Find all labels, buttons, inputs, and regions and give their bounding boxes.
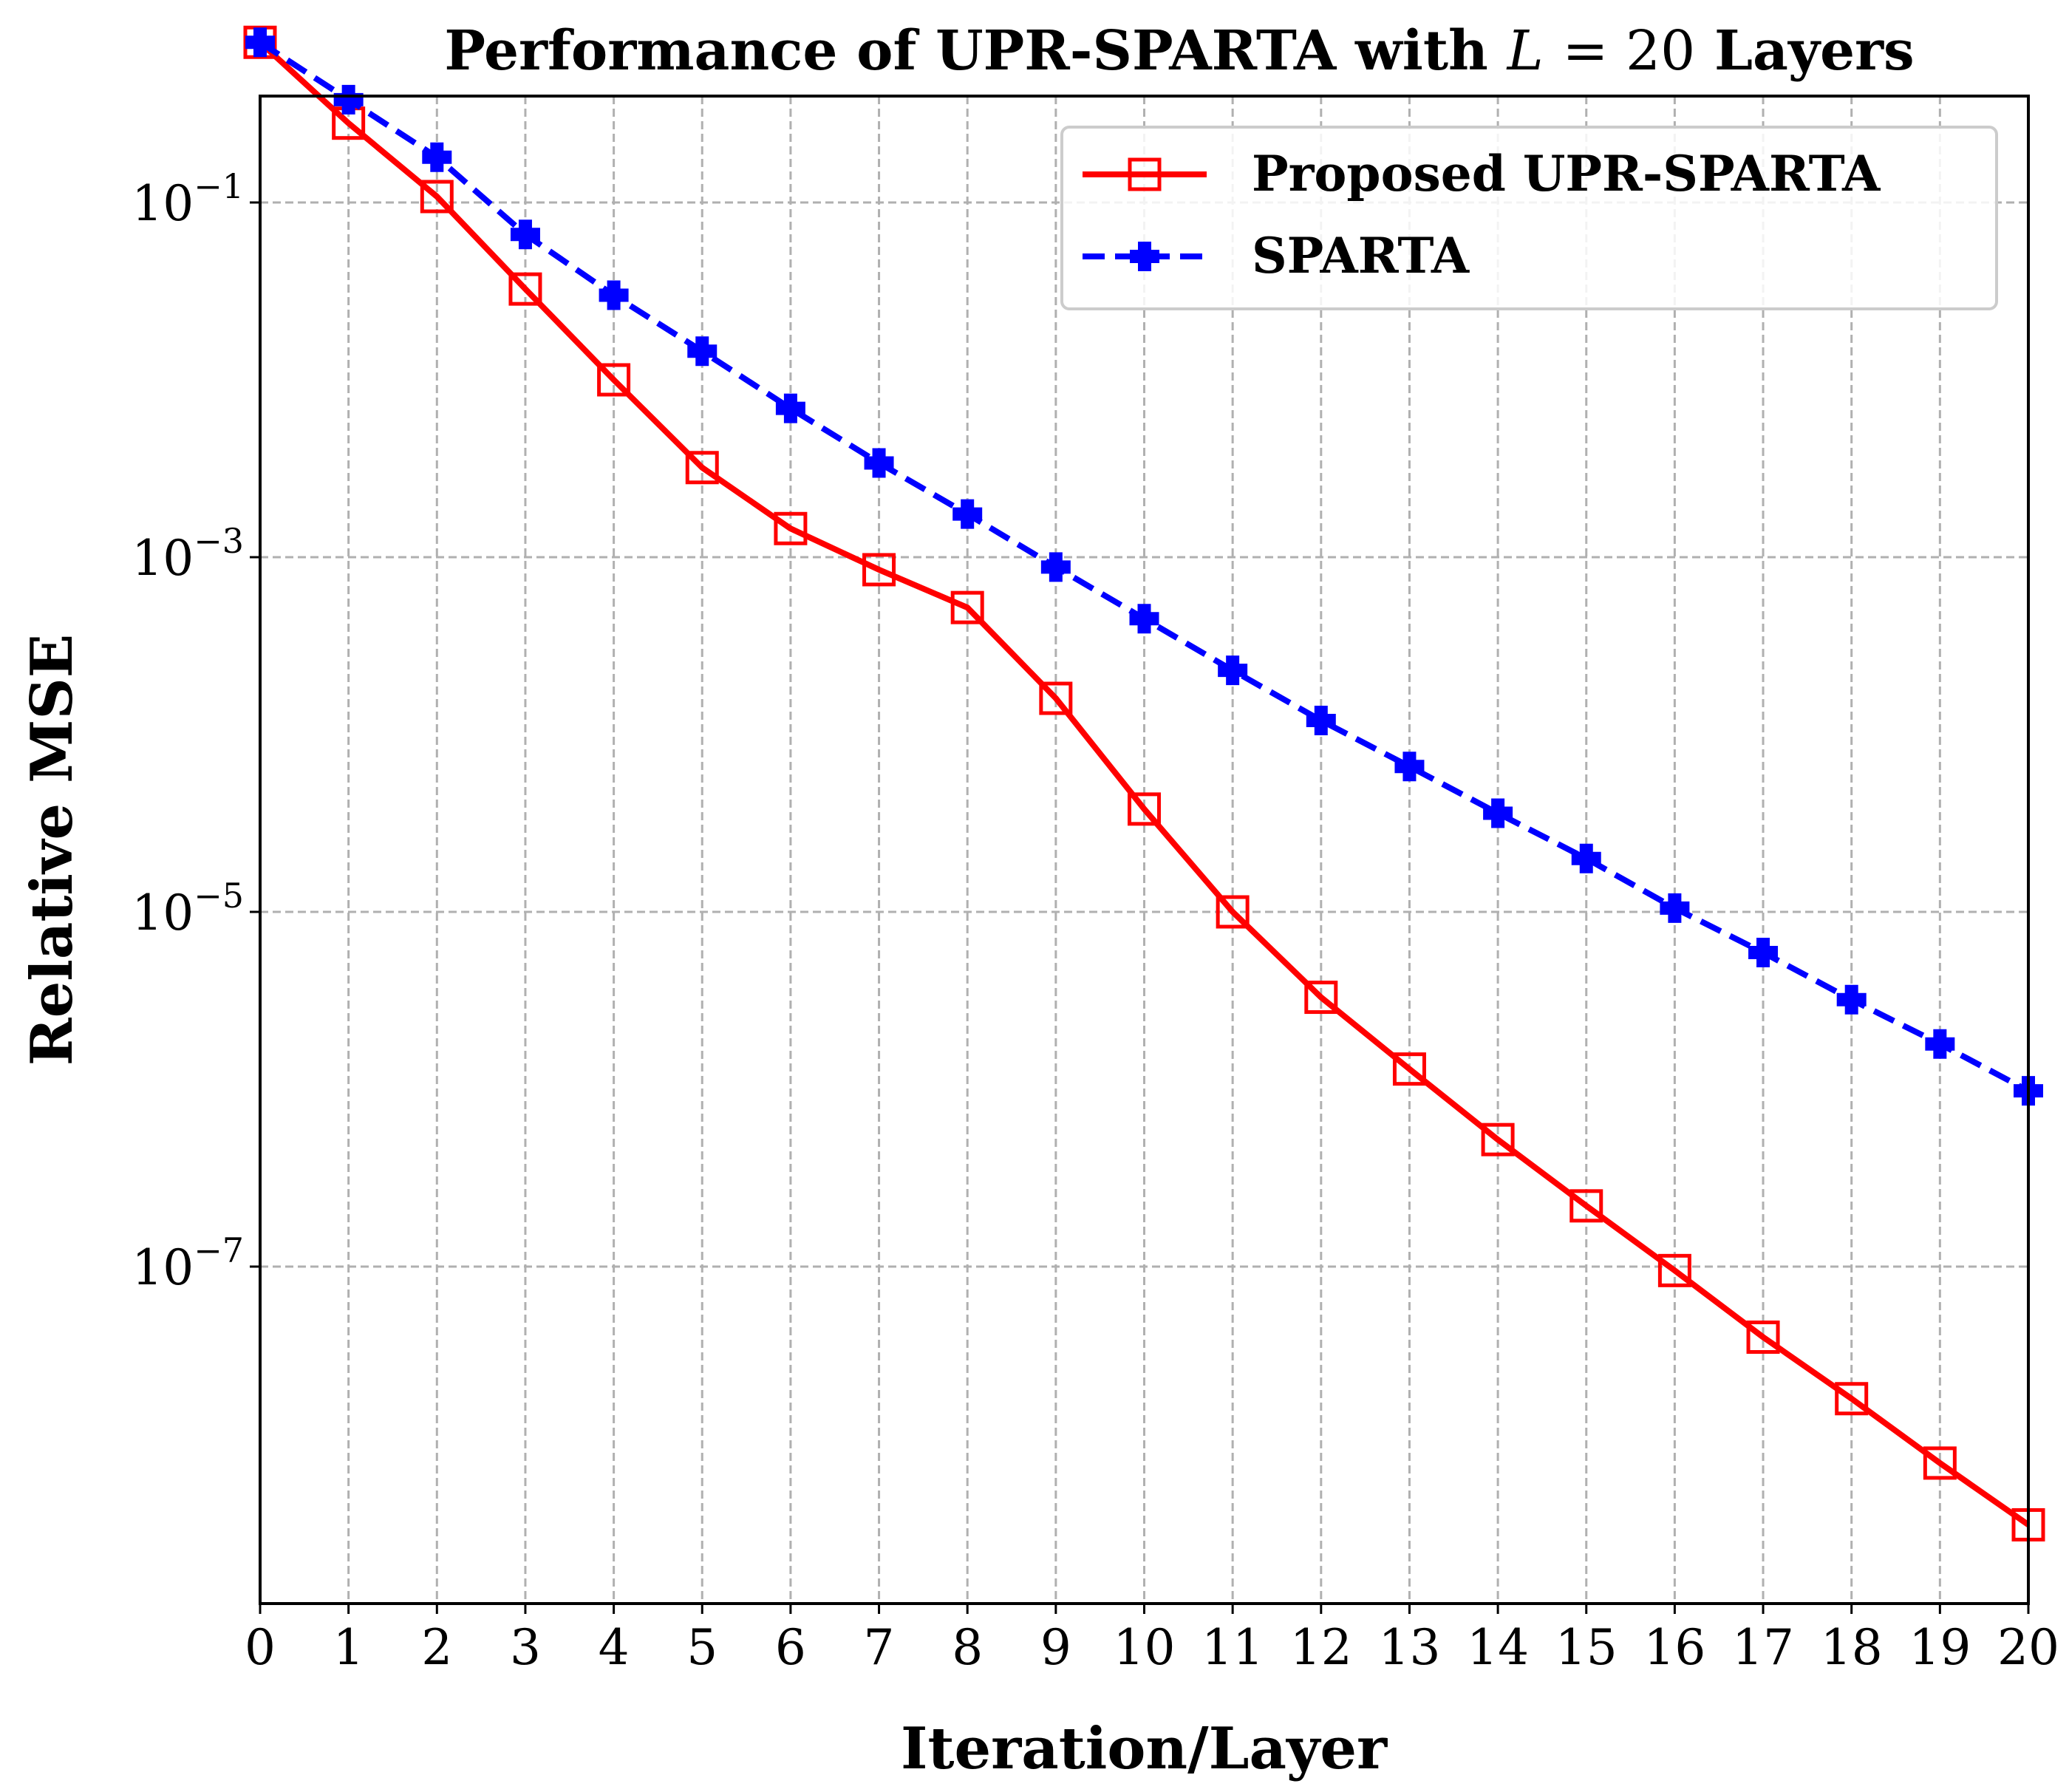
data-point-sparta bbox=[775, 393, 805, 423]
data-point-sparta bbox=[333, 84, 364, 115]
x-tick-label: 3 bbox=[510, 1619, 541, 1676]
data-point-sparta bbox=[1571, 843, 1601, 873]
y-tick-label: 10−7 bbox=[132, 1230, 244, 1296]
series-layer bbox=[243, 25, 2045, 1541]
data-point-proposed-upr-sparta bbox=[950, 590, 984, 624]
data-point-sparta bbox=[1836, 984, 1867, 1015]
data-point-sparta bbox=[1925, 1029, 1955, 1059]
legend-label-sparta: SPARTA bbox=[1252, 227, 1470, 285]
data-point-proposed-upr-sparta bbox=[862, 553, 896, 587]
y-tick-label: 10−3 bbox=[132, 521, 244, 587]
x-tick-label: 10 bbox=[1114, 1619, 1176, 1676]
x-axis-label: Iteration/Layer bbox=[901, 1715, 1388, 1782]
data-point-sparta bbox=[1660, 893, 1690, 923]
data-point-sparta bbox=[599, 280, 629, 310]
x-tick-label: 8 bbox=[952, 1619, 983, 1676]
data-point-sparta bbox=[864, 448, 894, 478]
data-point-proposed-upr-sparta bbox=[685, 451, 719, 485]
x-tick-label: 7 bbox=[864, 1619, 895, 1676]
data-point-sparta bbox=[422, 142, 452, 172]
legend: Proposed UPR-SPARTA SPARTA bbox=[1060, 126, 1998, 310]
data-point-sparta bbox=[1129, 604, 1159, 634]
legend-marker-sparta bbox=[1130, 242, 1159, 271]
data-point-sparta bbox=[1218, 655, 1248, 686]
data-point-proposed-upr-sparta bbox=[508, 272, 542, 306]
data-point-proposed-upr-sparta bbox=[1128, 792, 1161, 826]
data-point-sparta bbox=[510, 219, 540, 250]
x-tick-label: 1 bbox=[333, 1619, 364, 1676]
data-point-sparta bbox=[1748, 937, 1779, 967]
data-point-proposed-upr-sparta bbox=[597, 363, 631, 397]
data-point-sparta bbox=[1394, 752, 1425, 782]
legend-marker-upr-sparta bbox=[1128, 157, 1162, 191]
x-tick-label: 17 bbox=[1732, 1619, 1794, 1676]
x-tick-label: 14 bbox=[1467, 1619, 1529, 1676]
x-tick-label: 12 bbox=[1290, 1619, 1352, 1676]
data-point-sparta bbox=[245, 27, 275, 58]
data-point-proposed-upr-sparta bbox=[774, 511, 808, 545]
x-tick-label: 9 bbox=[1040, 1619, 1071, 1676]
x-tick-label: 4 bbox=[599, 1619, 630, 1676]
data-point-proposed-upr-sparta bbox=[1392, 1052, 1426, 1086]
data-point-proposed-upr-sparta bbox=[1923, 1446, 1957, 1480]
x-tick-label: 2 bbox=[421, 1619, 452, 1676]
data-point-sparta bbox=[1040, 552, 1071, 582]
data-point-sparta bbox=[1306, 705, 1336, 735]
x-tick-label: 16 bbox=[1643, 1619, 1705, 1676]
data-point-proposed-upr-sparta bbox=[420, 180, 454, 214]
x-tick-label: 11 bbox=[1201, 1619, 1264, 1676]
y-tick-label: 10−1 bbox=[132, 166, 244, 232]
data-point-proposed-upr-sparta bbox=[1835, 1382, 1869, 1416]
x-tick-label: 15 bbox=[1555, 1619, 1618, 1676]
data-point-proposed-upr-sparta bbox=[1481, 1122, 1515, 1156]
y-axis-label: Relative MSE bbox=[18, 634, 86, 1066]
legend-box bbox=[1060, 126, 1998, 310]
x-tick-label: 18 bbox=[1821, 1619, 1883, 1676]
legend-label-upr-sparta: Proposed UPR-SPARTA bbox=[1252, 145, 1881, 202]
data-point-proposed-upr-sparta bbox=[1569, 1189, 1603, 1223]
x-tick-label: 20 bbox=[1997, 1619, 2059, 1676]
chart-title: Performance of UPR-SPARTA with L = 20 La… bbox=[444, 19, 1914, 83]
y-tick-label: 10−5 bbox=[132, 876, 244, 941]
x-tick-label: 19 bbox=[1909, 1619, 1971, 1676]
tick-layer: 0 1 2 3 4 5 6 7 8 9 10 11 12 13 14 15 16 17 18 19 2010−110−3… bbox=[132, 166, 2059, 1676]
x-tick-label: 13 bbox=[1378, 1619, 1440, 1676]
data-point-proposed-upr-sparta bbox=[1657, 1253, 1691, 1287]
data-point-proposed-upr-sparta bbox=[1746, 1321, 1780, 1355]
data-point-sparta bbox=[1483, 798, 1513, 828]
grid-layer bbox=[260, 96, 2028, 1604]
data-point-proposed-upr-sparta bbox=[1304, 981, 1338, 1015]
data-point-sparta bbox=[687, 336, 717, 367]
x-tick-label: 6 bbox=[775, 1619, 806, 1676]
data-point-sparta bbox=[952, 499, 983, 529]
x-tick-label: 5 bbox=[686, 1619, 717, 1676]
series-line-proposed-upr-sparta bbox=[258, 40, 2031, 1527]
x-tick-label: 0 bbox=[245, 1619, 276, 1676]
data-point-proposed-upr-sparta bbox=[1039, 681, 1073, 715]
data-point-proposed-upr-sparta bbox=[1216, 895, 1250, 929]
